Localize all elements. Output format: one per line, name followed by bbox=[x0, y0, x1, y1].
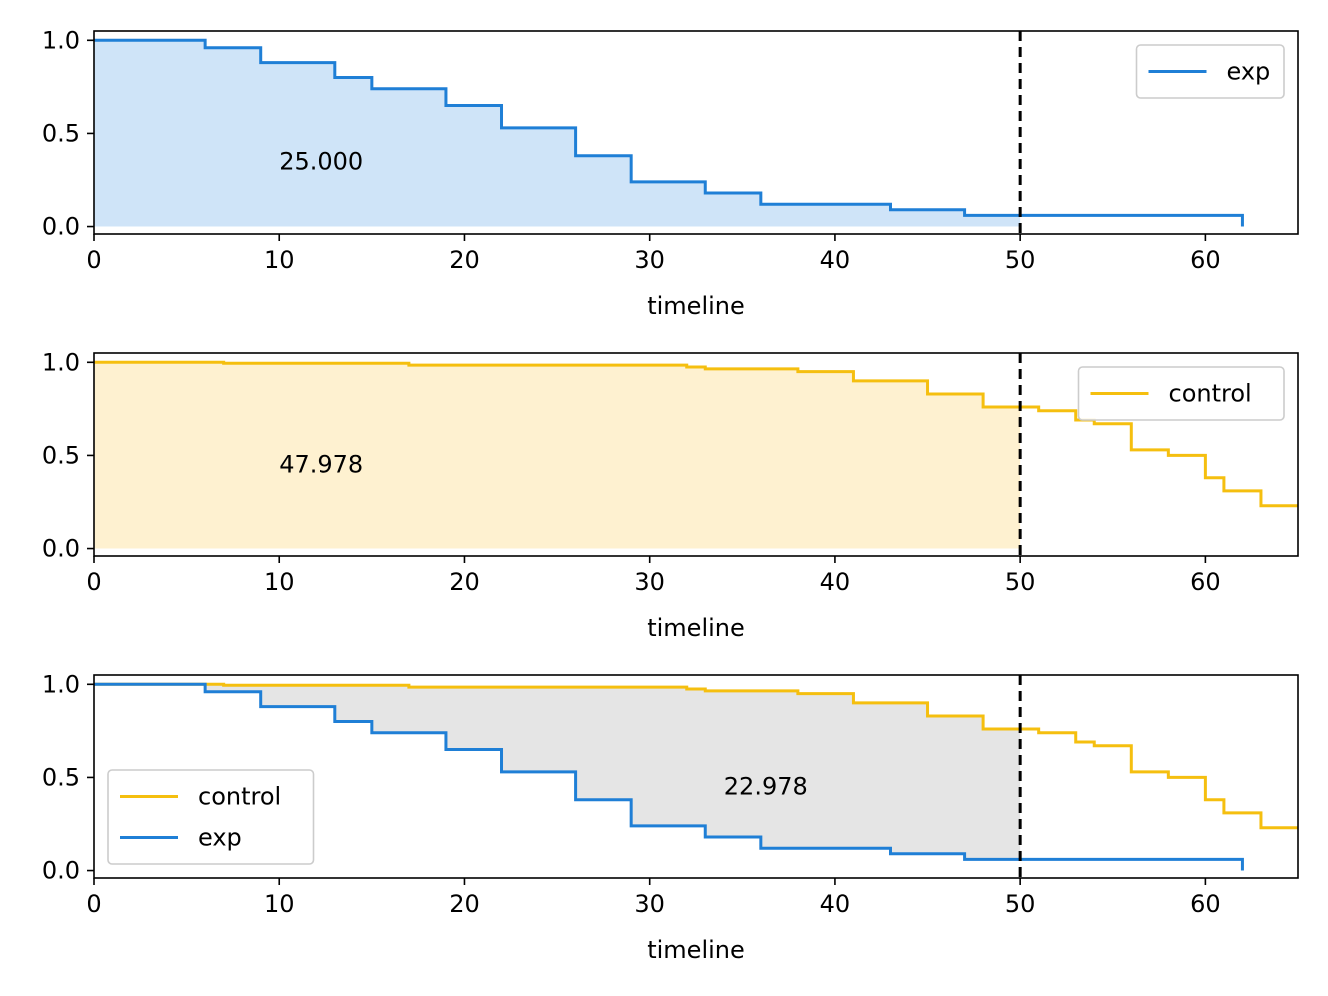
x-tick-label: 10 bbox=[264, 890, 295, 918]
x-tick-label: 30 bbox=[634, 568, 665, 596]
x-tick-label: 30 bbox=[634, 890, 665, 918]
x-tick-label: 60 bbox=[1190, 246, 1221, 274]
area-annotation: 25.000 bbox=[279, 147, 363, 175]
axes-frame bbox=[93, 674, 1299, 879]
x-tick-label: 20 bbox=[449, 890, 480, 918]
x-tick-label: 60 bbox=[1190, 568, 1221, 596]
x-tick-label: 0 bbox=[86, 890, 101, 918]
chart-panel-1: 0 10 20 30 40 50 60 0.0 0.5 1.0 timeline 25.000 exp bbox=[42, 26, 1299, 320]
x-tick-label: 50 bbox=[1005, 568, 1036, 596]
y-tick-label: 0.5 bbox=[42, 119, 80, 147]
plot-area bbox=[94, 675, 1298, 878]
x-tick-label: 20 bbox=[449, 246, 480, 274]
x-axis-label: timeline bbox=[647, 614, 745, 642]
x-tick-label: 50 bbox=[1005, 246, 1036, 274]
area-fill bbox=[94, 40, 1021, 227]
area-annotation: 47.978 bbox=[279, 451, 363, 479]
x-tick-label: 40 bbox=[820, 246, 851, 274]
chart-panel-3: 0 10 20 30 40 50 60 0.0 0.5 1.0 timeline 22.978 cont… bbox=[42, 670, 1299, 964]
axes-frame bbox=[93, 352, 1299, 557]
axes-frame bbox=[93, 30, 1299, 235]
plot-area bbox=[94, 353, 1298, 556]
x-tick-label: 40 bbox=[820, 568, 851, 596]
y-tick-label: 0.0 bbox=[42, 535, 80, 563]
legend: control bbox=[1077, 366, 1285, 421]
x-tick-label: 40 bbox=[820, 890, 851, 918]
x-axis-label: timeline bbox=[647, 936, 745, 964]
chart-panel-2: 0 10 20 30 40 50 60 0.0 0.5 1.0 timeline 47.978 cont… bbox=[42, 348, 1299, 642]
x-tick-label: 0 bbox=[86, 568, 101, 596]
legend: control exp bbox=[107, 769, 315, 865]
legend-label-control: control bbox=[198, 783, 281, 811]
series-line-exp bbox=[94, 38, 1244, 227]
legend-label-control: control bbox=[1169, 380, 1252, 408]
y-tick-label: 0.5 bbox=[42, 441, 80, 469]
x-tick-label: 0 bbox=[86, 246, 101, 274]
legend-label-exp: exp bbox=[1227, 58, 1271, 86]
y-tick-label: 0.0 bbox=[42, 857, 80, 885]
legend-label-exp: exp bbox=[198, 824, 242, 852]
x-tick-label: 50 bbox=[1005, 890, 1036, 918]
area-fill bbox=[94, 362, 1021, 549]
legend-box bbox=[1135, 44, 1285, 99]
x-tick-label: 60 bbox=[1190, 890, 1221, 918]
area-annotation: 22.978 bbox=[724, 773, 808, 801]
x-axis-label: timeline bbox=[647, 292, 745, 320]
y-tick-label: 1.0 bbox=[42, 670, 80, 698]
x-tick-label: 10 bbox=[264, 246, 295, 274]
plot-area bbox=[94, 31, 1244, 234]
y-tick-label: 1.0 bbox=[42, 348, 80, 376]
x-tick-label: 30 bbox=[634, 246, 665, 274]
series-line-control bbox=[94, 360, 1298, 508]
series-line-exp bbox=[94, 682, 1244, 871]
y-tick-label: 0.0 bbox=[42, 213, 80, 241]
x-tick-label: 20 bbox=[449, 568, 480, 596]
legend-box bbox=[1077, 366, 1285, 421]
x-tick-label: 10 bbox=[264, 568, 295, 596]
y-tick-label: 1.0 bbox=[42, 26, 80, 54]
y-tick-label: 0.5 bbox=[42, 763, 80, 791]
series-line-control bbox=[94, 682, 1298, 830]
legend-box bbox=[107, 769, 315, 865]
legend: exp bbox=[1135, 44, 1285, 99]
